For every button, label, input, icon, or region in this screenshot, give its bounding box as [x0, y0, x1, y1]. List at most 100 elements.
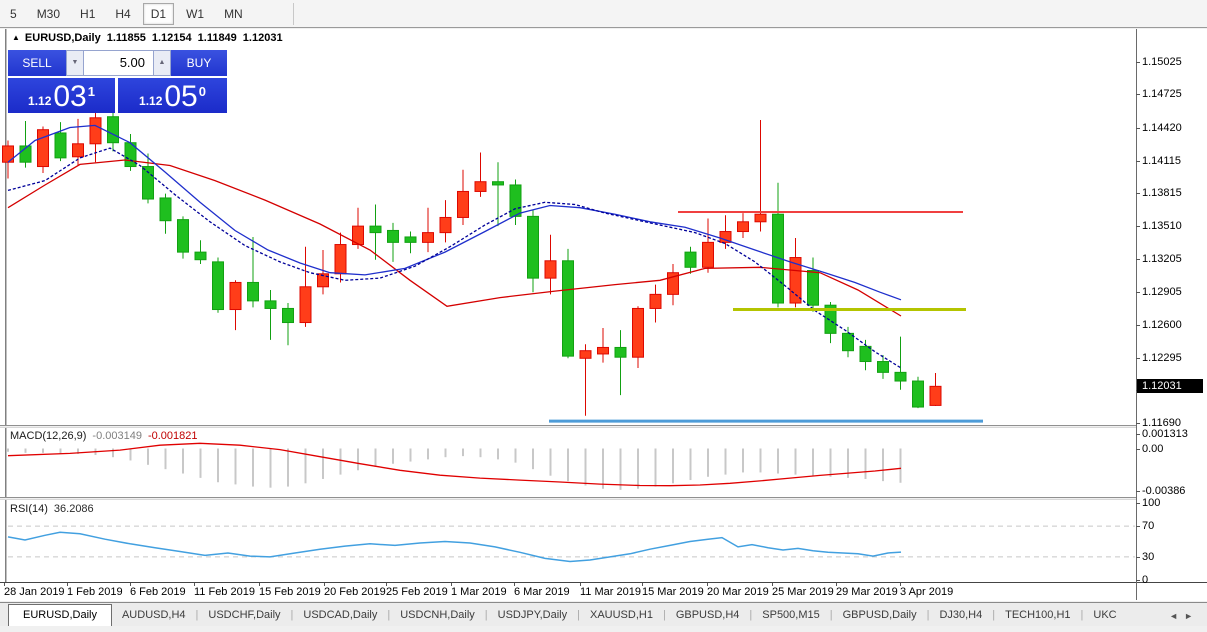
price-axis-label: 1.12905	[1142, 285, 1182, 298]
rsi-axis-label: 30	[1142, 550, 1155, 563]
scale-tick	[1136, 434, 1140, 436]
tab-separator: |	[577, 609, 580, 621]
date-axis-tick	[580, 583, 581, 586]
chart-tab-sp500-m15[interactable]: SP500,M15	[762, 609, 820, 621]
tab-separator: |	[484, 609, 488, 621]
candle-bullish	[229, 281, 242, 311]
rsi-axis-label: 70	[1142, 520, 1155, 533]
candle-bullish	[457, 190, 469, 218]
chart-tab-usdjpy-daily[interactable]: USDJPY,Daily	[497, 609, 568, 621]
date-axis-label: 6 Feb 2019	[130, 586, 186, 598]
timeframe-button-w1[interactable]: W1	[186, 6, 205, 21]
price-axis-label: 1.14420	[1142, 121, 1182, 134]
chart-tab-usdchf-daily[interactable]: USDCHF,Daily	[208, 609, 281, 621]
timeframe-button-d1[interactable]: D1	[142, 2, 175, 25]
candle-bullish	[299, 286, 312, 324]
candle-bearish	[684, 251, 697, 268]
chart-tab-gbpusd-daily[interactable]: GBPUSD,Daily	[842, 609, 917, 621]
candle-bearish	[509, 184, 522, 217]
candle-bullish	[789, 257, 802, 304]
tab-scroll-arrows[interactable]: ◄►	[1169, 611, 1199, 621]
price-axis-label: 1.11690	[1142, 417, 1181, 430]
collapse-triangle-icon[interactable]: ▲	[12, 33, 20, 42]
volume-input[interactable]: 5.00	[84, 50, 153, 76]
chart-tab-eurusd-daily[interactable]: EURUSD,Daily	[8, 604, 112, 627]
candle-bearish	[247, 281, 259, 302]
macd-label: MACD(12,26,9) -0.003149 -0.001821	[10, 430, 198, 442]
candle-bearish	[807, 270, 819, 306]
buy-button[interactable]: BUY	[171, 50, 227, 76]
scale-tick	[1136, 127, 1140, 129]
chart-tab-dj30-h4[interactable]: DJ30,H4	[939, 609, 983, 621]
macd-axis-label: 0.001313	[1142, 428, 1188, 441]
candle-bullish	[929, 385, 942, 406]
buy-price-display[interactable]: 1.12 05 0	[118, 78, 227, 113]
date-axis-label: 6 Mar 2019	[514, 586, 570, 598]
price-axis-label: 1.14115	[1142, 154, 1181, 167]
chart-tab-ukc[interactable]: UKC	[1093, 609, 1117, 621]
candle-bearish	[212, 261, 224, 311]
window-left-border	[5, 29, 7, 600]
timeframe-button-5[interactable]: 5	[10, 6, 17, 21]
date-axis-label: 3 Apr 2019	[900, 586, 954, 598]
rsi-axis-label: 100	[1142, 497, 1161, 509]
chart-tab-xauusd-h1[interactable]: XAUUSD,H1	[590, 609, 653, 621]
scale-tick	[1136, 357, 1140, 359]
timeframe-button-mn[interactable]: MN	[224, 6, 243, 21]
date-axis-label: 29 Mar 2019	[836, 586, 898, 598]
chart-tab-gbpusd-h4[interactable]: GBPUSD,H4	[675, 609, 740, 621]
chart-tab-usdcad-daily[interactable]: USDCAD,Daily	[303, 609, 378, 621]
date-axis-tick	[259, 583, 260, 586]
pane-separator-rsi[interactable]	[0, 497, 1136, 500]
ohlc-close: 1.12031	[242, 32, 283, 44]
date-axis-label: 11 Mar 2019	[580, 586, 641, 598]
chart-tab-usdcnh-daily[interactable]: USDCNH,Daily	[400, 609, 475, 621]
price-axis-label: 1.15025	[1142, 56, 1182, 68]
time-axis[interactable]: 28 Jan 2019 1 Feb 2019 6 Feb 2019 11 Feb 20…	[0, 583, 1136, 601]
tab-separator: |	[926, 609, 930, 621]
candle-bearish	[842, 332, 854, 352]
timeframe-button-h4[interactable]: H4	[115, 6, 131, 21]
macd-name: MACD(12,26,9)	[10, 430, 87, 442]
tab-separator: |	[829, 609, 833, 621]
scale-tick	[1136, 423, 1140, 425]
volume-increase-button[interactable]: ▲	[153, 50, 171, 76]
candle-bullish	[737, 221, 749, 233]
ohlc-open: 1.11855	[106, 32, 146, 44]
chart-tab-tech100-h1[interactable]: TECH100,H1	[1005, 609, 1071, 621]
price-chart-canvas[interactable]	[0, 29, 1207, 601]
date-axis-tick	[514, 583, 515, 586]
candle-bearish	[194, 251, 207, 261]
date-axis-label: 25 Mar 2019	[772, 586, 834, 598]
chart-window[interactable]: ▲ EURUSD,Daily 1.11855 1.12154 1.11849 1.1203…	[0, 29, 1207, 601]
scale-tick	[1136, 259, 1140, 261]
tab-separator: |	[387, 609, 391, 621]
tab-separator: |	[992, 609, 996, 621]
date-axis-tick	[707, 583, 708, 586]
candle-bearish	[824, 304, 837, 334]
scale-tick	[1136, 503, 1140, 504]
date-axis-tick	[900, 583, 901, 586]
timeframe-button-m30[interactable]: M30	[36, 6, 61, 21]
date-axis-tick	[386, 583, 387, 586]
candle-bullish	[89, 117, 102, 145]
candle-bearish	[177, 219, 189, 253]
timeframe-button-h1[interactable]: H1	[80, 6, 96, 21]
macd-axis-label: 0.00	[1142, 442, 1164, 455]
chart-tab-audusd-h4[interactable]: AUDUSD,H4	[121, 609, 186, 621]
sell-button[interactable]: SELL	[8, 50, 66, 76]
ma-navy	[7, 147, 902, 369]
sell-price-display[interactable]: 1.12 03 1	[8, 78, 115, 113]
candle-bullish	[702, 241, 714, 268]
candle-bearish	[159, 197, 172, 222]
candle-bullish	[719, 231, 732, 243]
candle-bullish	[579, 350, 592, 359]
ma-red	[7, 159, 902, 317]
scale-tick	[1136, 324, 1140, 326]
candle-bearish	[614, 346, 627, 358]
macd-signal-line	[7, 442, 902, 487]
volume-decrease-button[interactable]: ▼	[66, 50, 84, 76]
pane-separator-macd[interactable]	[0, 425, 1136, 428]
chart-title: EURUSD,Daily	[24, 32, 101, 44]
